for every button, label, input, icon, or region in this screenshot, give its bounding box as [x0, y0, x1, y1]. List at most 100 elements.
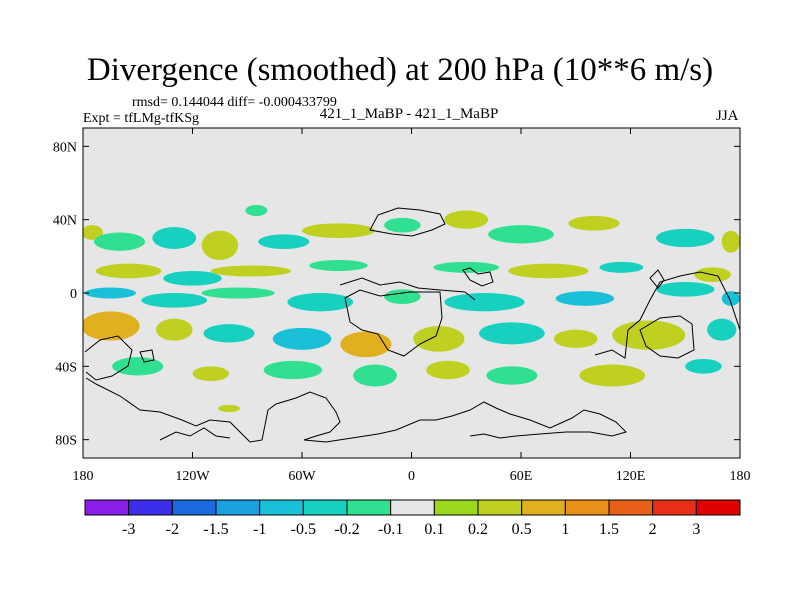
coastline-africa-north [339, 277, 476, 301]
colorbar-swatch-13 [652, 499, 697, 516]
colorbar-swatch-0 [84, 499, 130, 516]
case-names: 421_1_MaBP - 421_1_MaBP [319, 106, 499, 122]
coastline-arabia [462, 267, 494, 287]
colorbar-label-13: 3 [692, 521, 700, 538]
colorbar-swatch-3 [215, 499, 261, 516]
contour-region-44 [426, 360, 470, 380]
colorbar-swatch-11 [564, 499, 610, 516]
contour-region-12 [721, 230, 740, 253]
contour-region-13 [95, 263, 162, 279]
rmsd-diff-stats: rmsd= 0.144044 diff= -0.000433799 [132, 95, 337, 110]
coastline-africa [344, 289, 443, 357]
y-tick-label-4: 80S [55, 434, 77, 449]
colorbar-label-11: 1.5 [599, 521, 619, 538]
colorbar-swatch-14 [695, 499, 741, 516]
contour-region-4 [245, 205, 268, 216]
colorbar-swatch-5 [302, 499, 348, 516]
x-tick-label-2: 60W [288, 469, 316, 484]
colorbar: -3 -2 -1.5 -1 -0.5 -0.2 -0.1 0.1 0.2 0.5 1 1.5 2 3 [84, 499, 741, 538]
y-tick-label-1: 40N [53, 214, 77, 229]
y-tick-label-3: 40S [55, 360, 77, 375]
colorbar-swatch-9 [477, 499, 523, 516]
x-tick-label-1: 120W [175, 469, 210, 484]
contour-region-15 [210, 265, 292, 277]
colorbar-swatch-6 [346, 499, 392, 516]
contour-region-9 [488, 225, 554, 244]
contour-regions [83, 205, 740, 413]
colorbar-label-7: 0.1 [424, 521, 444, 538]
contour-region-3 [201, 230, 239, 260]
contour-region-6 [302, 223, 375, 239]
x-tick-label-0: 180 [73, 469, 94, 484]
contour-region-21 [84, 287, 136, 299]
contour-region-17 [433, 261, 500, 273]
contour-region-14 [163, 271, 222, 286]
x-tick-label-3: 0 [408, 469, 415, 484]
coastline-antarctica-west [159, 427, 231, 441]
contour-region-25 [384, 289, 421, 304]
contour-region-10 [568, 216, 620, 231]
coastline-south-america-tip [139, 349, 155, 363]
x-tick-label-6: 180 [730, 469, 751, 484]
y-axis: 80N 40N 0 40S 80S [53, 140, 740, 449]
contour-region-40 [112, 357, 164, 376]
colorbar-label-9: 0.5 [512, 521, 532, 538]
contour-region-8 [444, 210, 489, 229]
colorbar-label-0: -3 [122, 521, 135, 538]
contour-region-32 [203, 324, 255, 343]
colorbar-label-6: -0.1 [378, 521, 403, 538]
contour-region-29 [721, 291, 740, 306]
contour-region-46 [579, 364, 646, 387]
colorbar-swatch-10 [521, 499, 566, 516]
contour-region-45 [486, 366, 538, 385]
contour-region-42 [263, 360, 323, 380]
coastline-south-america [84, 335, 133, 381]
colorbar-swatch-1 [128, 499, 173, 516]
colorbar-label-12: 2 [649, 521, 657, 538]
colorbar-swatch-8 [433, 499, 479, 516]
x-axis: 180 120W 60W 0 60E 120E 180 [73, 128, 751, 484]
colorbar-swatch-12 [608, 499, 654, 516]
coastlines [84, 207, 740, 443]
chart-title: Divergence (smoothed) at 200 hPa (10**6 … [86, 52, 714, 88]
contour-region-23 [201, 287, 275, 299]
colorbar-label-10: 1 [561, 521, 569, 538]
coastline-islands [649, 269, 665, 289]
contour-region-37 [553, 329, 598, 349]
y-tick-label-0: 80N [53, 140, 77, 155]
contour-region-39 [707, 318, 737, 341]
coastline-greenland [369, 207, 446, 237]
coastline-se-asia [594, 271, 740, 359]
contour-region-16 [309, 260, 368, 271]
contour-region-31 [156, 318, 193, 341]
colorbar-swatch-4 [259, 499, 304, 516]
contour-region-22 [141, 293, 208, 308]
colorbar-label-3: -1 [253, 521, 266, 538]
contour-region-43 [353, 364, 397, 387]
contour-region-47 [685, 359, 722, 374]
contour-region-36 [479, 322, 545, 345]
contour-region-1 [93, 232, 146, 251]
contour-region-28 [656, 282, 715, 297]
x-tick-label-5: 120E [616, 469, 646, 484]
contour-region-11 [656, 228, 715, 248]
contour-region-2 [152, 227, 197, 249]
contour-region-48 [218, 404, 240, 413]
contour-region-7 [384, 217, 421, 233]
colorbar-label-1: -2 [166, 521, 179, 538]
contour-region-33 [272, 327, 332, 350]
contour-region-0 [83, 225, 104, 240]
colorbar-swatch-7 [390, 499, 435, 516]
contour-region-27 [555, 291, 615, 306]
contour-region-18 [508, 263, 589, 279]
colorbar-label-2: -1.5 [203, 521, 228, 538]
contour-region-5 [258, 234, 310, 250]
contour-region-35 [413, 326, 465, 352]
contour-region-34 [340, 331, 392, 358]
colorbar-label-8: 0.2 [468, 521, 488, 538]
colorbar-swatch-2 [171, 499, 217, 516]
colorbar-label-5: -0.2 [334, 521, 359, 538]
contour-region-30 [83, 311, 140, 341]
contour-region-41 [192, 366, 229, 381]
